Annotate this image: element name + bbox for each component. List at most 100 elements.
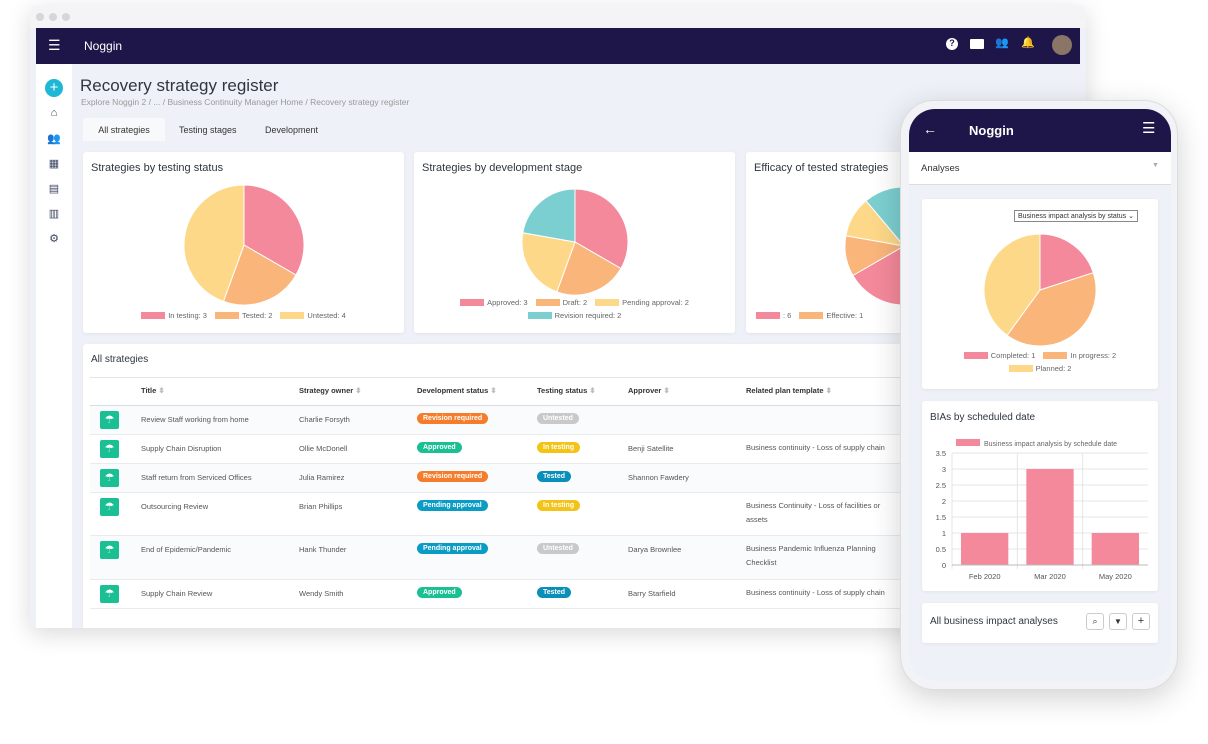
table-cell: Barry Starfield xyxy=(628,589,676,598)
legend-label: Draft: 2 xyxy=(562,298,588,307)
table-cell: Ollie McDonell xyxy=(299,444,348,453)
legend-item[interactable]: Untested: 4 xyxy=(280,311,346,320)
mobile-app-title: Noggin xyxy=(969,123,1014,138)
section-label: Analyses xyxy=(921,163,960,174)
legend-item[interactable]: Tested: 2 xyxy=(214,311,272,320)
window-close-button[interactable] xyxy=(36,13,44,21)
legend-swatch xyxy=(956,439,980,446)
legend-item[interactable]: In progress: 2 xyxy=(1043,351,1116,360)
search-button[interactable]: ⌕ xyxy=(1086,613,1104,630)
tab-all-strategies[interactable]: All strategies xyxy=(83,118,165,141)
legend-item[interactable]: Pending approval: 2 xyxy=(595,298,689,307)
column-header[interactable]: Testing status ⬍ xyxy=(537,386,596,395)
app-title: Noggin xyxy=(84,39,123,53)
column-header[interactable]: Approver ⬍ xyxy=(628,386,670,395)
menu-icon[interactable]: ☰ xyxy=(48,37,61,53)
pie-slice[interactable] xyxy=(574,188,629,270)
people-icon[interactable]: 👥 xyxy=(995,37,1009,49)
breadcrumb[interactable]: Explore Noggin 2 / ... / Business Contin… xyxy=(81,97,410,107)
pie-slice[interactable] xyxy=(1006,272,1097,347)
y-tick-label: 2.5 xyxy=(936,481,946,490)
add-icon[interactable]: + xyxy=(45,79,63,97)
legend-item[interactable]: Revision required: 2 xyxy=(527,311,622,320)
legend-label: Revision required: 2 xyxy=(554,311,622,320)
sidebar: + ⌂ 👥 ▦ ▤ ▥ ⚙ xyxy=(36,64,72,628)
table-cell: Business continuity - Loss of supply cha… xyxy=(746,588,885,597)
column-header[interactable]: Development status ⬍ xyxy=(417,386,497,395)
sort-icon[interactable]: ⬍ xyxy=(490,386,497,395)
store-icon[interactable]: ▦ xyxy=(48,158,60,170)
chart-title: Strategies by development stage xyxy=(422,162,583,174)
tab-development[interactable]: Development xyxy=(265,125,319,135)
people-icon[interactable]: 👥 xyxy=(47,133,61,145)
legend-swatch xyxy=(527,312,552,319)
filter-button[interactable]: ▼ xyxy=(1109,613,1127,630)
library-icon[interactable]: ▥ xyxy=(48,208,60,220)
home-icon[interactable]: ⌂ xyxy=(50,107,58,119)
table-cell: Benji Satellite xyxy=(628,444,674,453)
x-tick-label: Feb 2020 xyxy=(969,572,1001,581)
help-icon[interactable]: ? xyxy=(946,38,958,50)
pie-slice[interactable] xyxy=(983,233,1041,337)
table-cell: Darya Brownlee xyxy=(628,545,682,554)
sort-icon[interactable]: ⬍ xyxy=(663,386,670,395)
sort-icon[interactable]: ⬍ xyxy=(355,386,362,395)
mobile-screen: ← Noggin ☰ Analyses ▼ Business impact an… xyxy=(909,109,1171,681)
table-cell: Business continuity - Loss of supply cha… xyxy=(746,443,885,452)
pie-slice[interactable] xyxy=(183,184,245,303)
legend-item[interactable]: Effective: 1 xyxy=(799,311,863,320)
bar[interactable] xyxy=(1091,533,1139,565)
sort-icon[interactable]: ⬍ xyxy=(589,386,596,395)
sort-icon[interactable]: ⬍ xyxy=(825,386,832,395)
contact-card-icon[interactable] xyxy=(970,39,984,49)
app-header: ☰ Noggin ? 👥 🔔 xyxy=(36,28,1080,64)
status-badge: Approved xyxy=(417,442,462,453)
column-header[interactable]: Title ⬍ xyxy=(141,386,165,395)
id-card-icon[interactable]: ▤ xyxy=(48,183,60,195)
bar[interactable] xyxy=(1026,469,1074,565)
legend-item[interactable]: Planned: 2 xyxy=(1008,364,1071,373)
add-button[interactable]: + xyxy=(1132,613,1150,630)
tab-testing-stages[interactable]: Testing stages xyxy=(179,125,237,135)
status-badge: Pending approval xyxy=(417,543,488,554)
pie-slice[interactable] xyxy=(556,241,622,296)
legend-item[interactable]: Approved: 3 xyxy=(460,298,528,307)
x-tick-label: May 2020 xyxy=(1099,572,1132,581)
table-row[interactable]: ☂ Staff return from Serviced Offices Julia… xyxy=(90,464,1080,493)
legend-item[interactable]: : 6 xyxy=(756,311,791,320)
window-maximize-button[interactable] xyxy=(62,13,70,21)
table-cell: Supply Chain Disruption xyxy=(141,444,222,453)
bar[interactable] xyxy=(961,533,1009,565)
chart-legend: : 6 Effective: 1 xyxy=(756,311,956,320)
window-minimize-button[interactable] xyxy=(49,13,57,21)
legend-item[interactable]: Draft: 2 xyxy=(535,298,588,307)
pie-slice[interactable] xyxy=(222,244,297,306)
legend-label: Completed: 1 xyxy=(990,351,1036,360)
legend-item[interactable]: Completed: 1 xyxy=(963,351,1036,360)
status-badge: Approved xyxy=(417,587,462,598)
y-tick-label: 1 xyxy=(942,529,946,538)
chart-card-development-stage: Strategies by development stage Approved… xyxy=(414,152,735,333)
column-header[interactable]: Related plan template ⬍ xyxy=(746,386,832,395)
legend-swatch xyxy=(1043,352,1068,359)
chart-select[interactable]: Business impact analysis by status ⌄ xyxy=(1014,210,1138,222)
bar-chart-bia-date: Business impact analysis by schedule dat… xyxy=(936,439,1148,581)
chart-title: Efficacy of tested strategies xyxy=(754,162,889,174)
back-arrow-icon[interactable]: ← xyxy=(923,121,937,137)
pie-slice[interactable] xyxy=(521,232,576,293)
umbrella-icon: ☂ xyxy=(100,440,119,458)
pie-slice[interactable] xyxy=(522,188,576,243)
pie-chart-development-stage xyxy=(521,188,629,296)
legend-item[interactable]: In testing: 3 xyxy=(141,311,207,320)
section-dropdown[interactable]: Analyses ▼ xyxy=(909,152,1171,185)
bell-icon[interactable]: 🔔 xyxy=(1021,37,1035,49)
sort-icon[interactable]: ⬍ xyxy=(158,386,165,395)
bia-date-card: BIAs by scheduled date Business impact a… xyxy=(922,401,1158,591)
pie-slice[interactable] xyxy=(243,184,305,276)
pie-slice[interactable] xyxy=(1039,233,1094,291)
menu-icon[interactable]: ☰ xyxy=(1142,120,1156,137)
column-header[interactable]: Strategy owner ⬍ xyxy=(299,386,362,395)
avatar[interactable] xyxy=(1052,35,1072,55)
status-badge: Untested xyxy=(537,413,579,424)
gear-icon[interactable]: ⚙ xyxy=(49,233,59,245)
